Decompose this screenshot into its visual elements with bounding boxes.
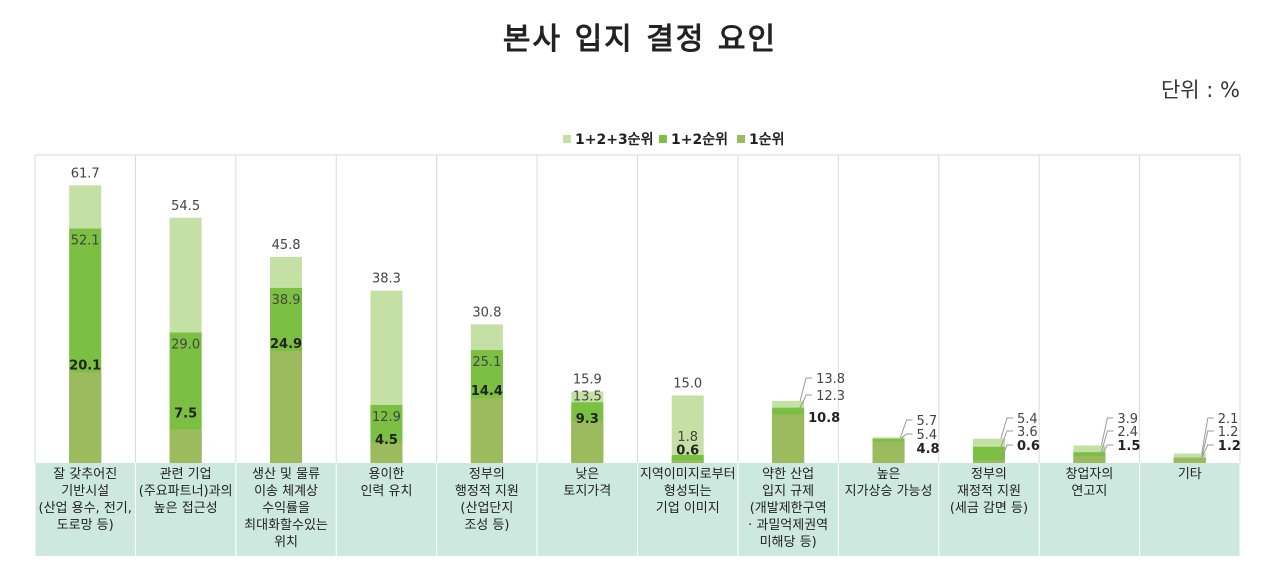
legend: 1+2+3순위 1+2순위 1순위 — [563, 132, 785, 148]
leader-line — [901, 420, 913, 437]
label-low: 9.3 — [576, 412, 599, 427]
category-label: 이송 체계상 — [254, 484, 318, 499]
label-mid: 12.3 — [816, 389, 845, 404]
category-label: 지역이미지로부터 — [640, 467, 736, 482]
bar-1순위 — [270, 351, 302, 463]
category-label: 높은 — [877, 467, 901, 482]
category-label: (산업단지 — [460, 501, 513, 516]
label-mid: 13.5 — [573, 389, 602, 404]
label-low: 20.1 — [69, 359, 101, 374]
label-mid: 52.1 — [71, 234, 100, 249]
label-top: 5.7 — [917, 414, 938, 429]
category-label: 연고지 — [1071, 484, 1107, 499]
category-label: 기타 — [1178, 467, 1202, 482]
legend-swatch — [563, 135, 571, 143]
label-low: 10.8 — [808, 411, 840, 426]
label-top: 61.7 — [71, 166, 100, 181]
category-label: (개발제한구역 — [750, 501, 827, 516]
label-low: 0.6 — [676, 443, 699, 458]
category-label: 최대화할수있는 — [244, 518, 328, 533]
label-mid: 25.1 — [472, 355, 501, 370]
category-label: 인력 유치 — [360, 484, 412, 499]
category-label: 입지 규제 — [762, 484, 814, 499]
category-label: 재정적 지원 — [957, 484, 1021, 499]
label-mid: 38.9 — [272, 293, 301, 308]
legend-label: 1+2순위 — [671, 132, 728, 148]
label-mid: 5.4 — [917, 428, 938, 443]
category-label: · 과밀억제권역 — [748, 518, 828, 533]
category-label: 위치 — [274, 535, 298, 550]
label-low: 1.2 — [1218, 439, 1241, 454]
label-mid: 29.0 — [171, 338, 200, 353]
label-low: 4.8 — [917, 442, 940, 457]
category-label: 토지가격 — [563, 484, 611, 499]
category-label: 용이한 — [369, 467, 405, 482]
data-labels: 61.7 52.1 20.1 54.5 29.0 7.5 45.8 38.9 24.9 38.3 1… — [69, 166, 1241, 460]
leader-line — [1001, 418, 1013, 439]
category-label: 높은 접근성 — [154, 501, 218, 516]
category-label: (산업 용수, 전기, — [39, 501, 132, 516]
bar-1순위 — [672, 460, 704, 463]
leader-line — [800, 378, 812, 401]
legend-swatch — [737, 135, 745, 143]
category-label: 기반시설 — [61, 484, 109, 499]
label-mid: 3.6 — [1017, 425, 1038, 440]
label-low: 14.4 — [471, 384, 503, 399]
label-top: 38.3 — [372, 272, 401, 287]
label-top: 15.9 — [573, 372, 602, 387]
bar-1순위 — [873, 441, 905, 463]
legend-label: 1순위 — [749, 132, 785, 148]
bar-1순위 — [973, 460, 1005, 463]
bar-1순위 — [1073, 456, 1105, 463]
bar-1순위 — [471, 398, 503, 463]
label-mid: 2.4 — [1117, 425, 1138, 440]
category-label: 정부의 — [469, 467, 505, 482]
label-low: 7.5 — [174, 406, 197, 421]
category-label: 도로망 등) — [57, 518, 114, 533]
category-label: (주요파트너)과의 — [139, 484, 233, 499]
category-label: 수익률을 — [262, 501, 310, 516]
bar-1순위 — [571, 421, 603, 463]
label-top: 54.5 — [171, 199, 200, 214]
legend-swatch — [659, 135, 667, 143]
category-label: 조성 등) — [464, 518, 509, 533]
category-label: 생산 및 물류 — [252, 467, 320, 482]
category-label: 정부의 — [971, 467, 1007, 482]
category-label: (세금 감면 등) — [950, 501, 1028, 516]
category-label: 미해당 등) — [760, 535, 817, 550]
category-label: 창업자의 — [1065, 467, 1113, 482]
category-label: 기업 이미지 — [656, 501, 720, 516]
bar-1순위 — [170, 429, 202, 463]
label-mid: 12.9 — [372, 410, 401, 425]
label-top: 30.8 — [472, 305, 501, 320]
category-label: 약한 산업 — [762, 467, 814, 482]
category-label: 관련 기업 — [160, 467, 212, 482]
bar-1순위 — [772, 414, 804, 463]
legend-label: 1+2+3순위 — [575, 132, 653, 148]
category-label: 행정적 지원 — [455, 483, 519, 499]
label-low: 0.6 — [1017, 439, 1040, 454]
label-top: 15.0 — [673, 377, 702, 392]
label-low: 24.9 — [270, 337, 302, 352]
category-label: 지가상승 가능성 — [845, 484, 933, 499]
category-label: 형성되는 — [664, 484, 712, 499]
label-mid: 1.2 — [1218, 425, 1239, 440]
label-top: 45.8 — [272, 238, 301, 253]
label-low: 4.5 — [375, 433, 398, 448]
category-label: 낮은 — [575, 467, 599, 482]
bar-1순위 — [69, 373, 101, 463]
label-top: 13.8 — [816, 372, 845, 387]
bar-1순위 — [1174, 458, 1206, 463]
category-label: 잘 갖추어진 — [53, 467, 117, 482]
bar-chart: 1+2+3순위 1+2순위 1순위 61.7 52.1 20.1 54.5 29.0 7.5 4… — [0, 0, 1280, 582]
label-low: 1.5 — [1117, 439, 1140, 454]
